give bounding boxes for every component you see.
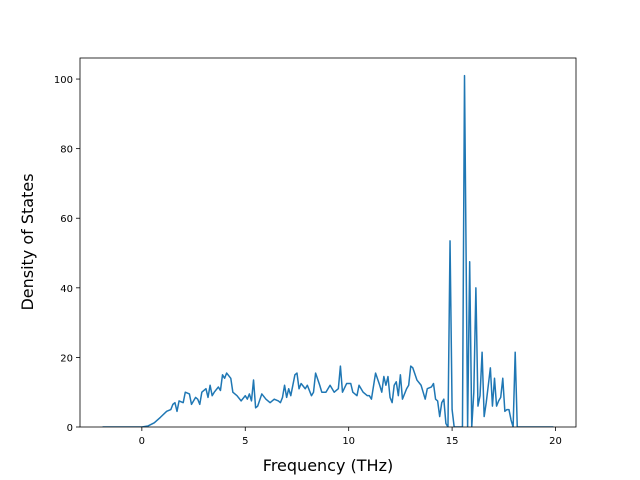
x-tick-label: 15 bbox=[446, 436, 459, 447]
x-tick-label: 0 bbox=[139, 436, 145, 447]
x-tick-label: 5 bbox=[242, 436, 248, 447]
y-tick-label: 40 bbox=[60, 284, 73, 295]
line-series bbox=[102, 74, 554, 427]
y-tick-label: 60 bbox=[60, 214, 73, 225]
x-axis-label: Frequency (THz) bbox=[263, 456, 393, 475]
x-tick-label: 10 bbox=[342, 436, 355, 447]
y-tick-label: 100 bbox=[54, 75, 73, 86]
y-tick-label: 0 bbox=[67, 423, 73, 434]
y-tick-label: 80 bbox=[60, 145, 73, 156]
plot-frame bbox=[79, 57, 577, 428]
y-tick-label: 20 bbox=[60, 353, 73, 364]
x-tick-label: 20 bbox=[549, 436, 562, 447]
y-axis-label: Density of States bbox=[18, 173, 37, 310]
